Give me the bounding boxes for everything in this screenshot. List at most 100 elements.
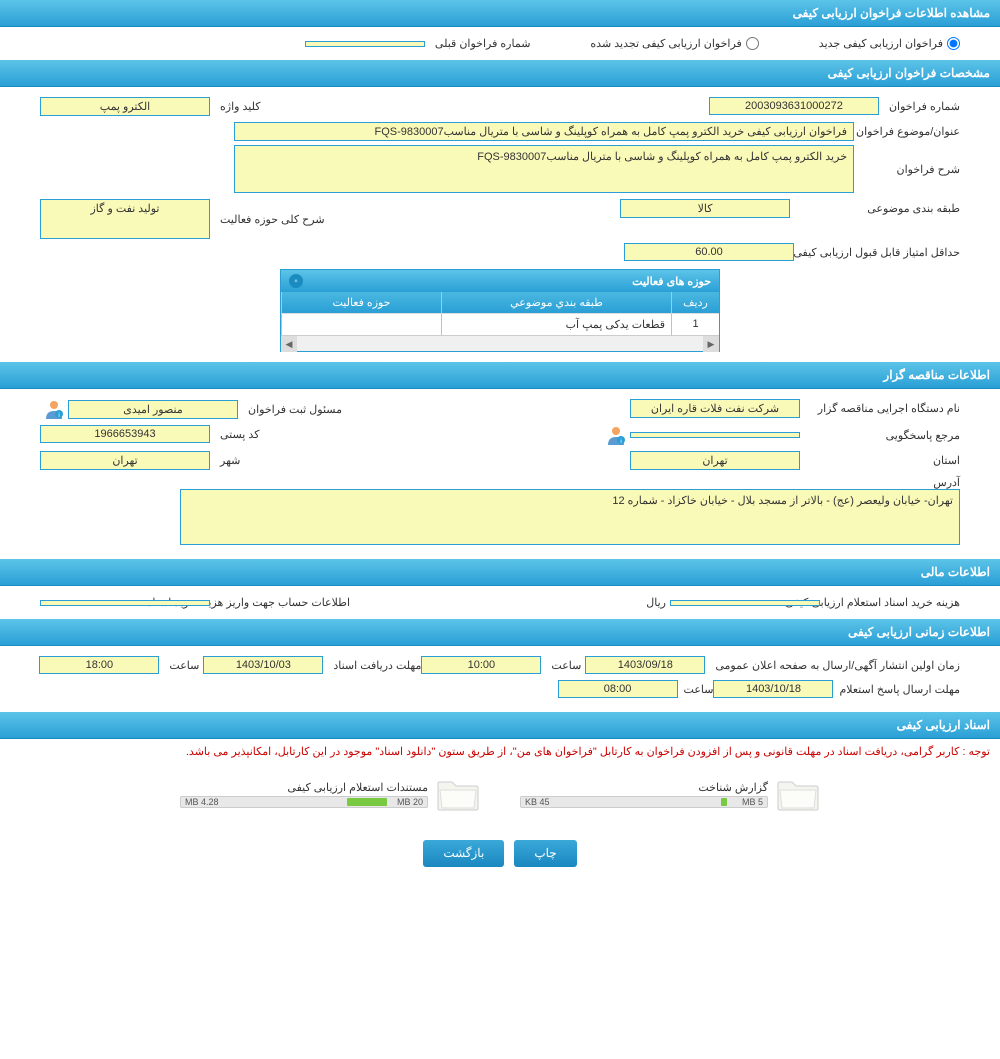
table-row: 1 قطعات یدکی پمپ آب [281,313,719,335]
call-type-radio-group: فراخوان ارزیابی کیفی جدید فراخوان ارزیاب… [40,37,960,50]
response-date-field: 1403/10/18 [713,680,833,698]
responder-label: مرجع پاسخگویی [810,429,960,442]
deadline-time-field: 18:00 [39,656,159,674]
keyword-field: الکترو پمپ [40,97,210,116]
timing-header: اطلاعات زمانی ارزیابی کیفی [0,619,1000,646]
row-idx: 1 [671,313,719,335]
scope-label: شرح کلی حوزه فعالیت [220,213,325,226]
file-max: 5 MB [742,797,763,807]
time-label: ساعت [551,659,581,672]
radio-renewed-label: فراخوان ارزیابی کیفی تجدید شده [590,37,741,50]
button-row: چاپ بازگشت [0,824,1000,883]
type-selection-body: فراخوان ارزیابی کیفی جدید فراخوان ارزیاب… [0,27,1000,60]
category-field: کالا [620,199,790,218]
radio-renewed[interactable]: فراخوان ارزیابی کیفی تجدید شده [590,37,758,50]
folder-icon [776,776,820,812]
category-label: طبقه بندی موضوعی [800,202,960,215]
postal-label: کد پستی [220,428,259,441]
file-card[interactable]: مستندات استعلام ارزیابی کیفی 20 MB 4.28 … [180,776,480,812]
tenderer-body: نام دستگاه اجرایی مناقصه گزار شرکت نفت ف… [0,389,1000,559]
print-button[interactable]: چاپ [514,840,576,867]
account-label: اطلاعات حساب جهت واریز هزینه خرید اسناد [220,596,350,609]
deadline-date-field: 1403/10/03 [203,656,323,674]
financial-body: هزینه خرید اسناد استعلام ارزیابی کیفی ری… [0,586,1000,619]
prev-number-field [305,41,425,47]
timing-body: زمان اولین انتشار آگهی/ارسال به صفحه اعل… [0,646,1000,712]
activity-thead: ردیف طبقه بندي موضوعي حوزه فعالیت [281,292,719,313]
file-max: 20 MB [397,797,423,807]
registrar-label: مسئول ثبت فراخوان [248,403,342,416]
publish-date-field: 1403/09/18 [585,656,705,674]
tenderer-header: اطلاعات مناقصه گزار [0,362,1000,389]
deadline-label: مهلت دریافت اسناد [333,659,421,672]
min-score-label: حداقل امتیاز قابل قبول ارزیابی کیفی [800,246,960,259]
prev-number-cell: شماره فراخوان قبلی [305,37,531,50]
prev-number-label: شماره فراخوان قبلی [435,37,531,50]
response-time-field: 08:00 [558,680,678,698]
activity-areas-table: حوزه های فعالیت ◦ ردیف طبقه بندي موضوعي … [280,269,720,352]
col-area-header: حوزه فعالیت [281,292,441,313]
person-icon[interactable]: i [44,399,64,419]
address-field: تهران- خیابان ولیعصر (عج) - بالاتر از مس… [180,489,960,545]
file-fill [347,798,387,806]
svg-text:i: i [620,439,621,445]
docs-notice: توجه : کاربر گرامی، دریافت اسناد در مهلت… [0,739,1000,764]
back-button[interactable]: بازگشت [423,840,504,867]
person-icon[interactable]: i [606,425,626,445]
province-field: تهران [630,451,800,470]
response-label: مهلت ارسال پاسخ استعلام [839,683,960,696]
org-field: شرکت نفت فلات قاره ایران [630,399,800,418]
org-label: نام دستگاه اجرایی مناقصه گزار [810,402,960,415]
publish-label: زمان اولین انتشار آگهی/ارسال به صفحه اعل… [715,659,960,672]
scroll-right-icon[interactable]: ▶ [703,336,719,352]
min-score-field: 60.00 [624,243,794,261]
activity-table-header: حوزه های فعالیت ◦ [281,270,719,292]
file-progress-bar: 20 MB 4.28 MB [180,796,428,808]
scope-field: تولید نفت و گاز [40,199,210,239]
table-scrollbar[interactable]: ▶ ◀ [281,335,719,351]
account-field [40,600,210,606]
activity-title: حوزه های فعالیت [632,275,711,288]
radio-renewed-input[interactable] [746,37,759,50]
file-size: 4.28 MB [185,797,219,807]
docs-header: اسناد ارزیابی کیفی [0,712,1000,739]
responder-field [630,432,800,438]
city-label: شهر [220,454,240,467]
city-field: تهران [40,451,210,470]
postal-field: 1966653943 [40,425,210,443]
address-label: آدرس [810,476,960,489]
radio-new-input[interactable] [947,37,960,50]
spec-body: شماره فراخوان 2003093631000272 کلید واژه… [0,87,1000,362]
col-idx-header: ردیف [671,292,719,313]
spec-header: مشخصات فراخوان ارزیابی کیفی [0,60,1000,87]
doc-fee-label: هزینه خرید اسناد استعلام ارزیابی کیفی [830,596,960,609]
col-cat-header: طبقه بندي موضوعي [441,292,671,313]
publish-time-field: 10:00 [421,656,541,674]
time-label: ساعت [684,683,714,696]
view-info-header: مشاهده اطلاعات فراخوان ارزیابی کیفی [0,0,1000,27]
row-area [281,313,441,335]
subject-label: عنوان/موضوع فراخوان [860,125,960,138]
file-size: 45 KB [525,797,550,807]
file-card[interactable]: گزارش شناخت 5 MB 45 KB [520,776,820,812]
file-title: مستندات استعلام ارزیابی کیفی [180,781,428,794]
scroll-left-icon[interactable]: ◀ [281,336,297,352]
radio-new[interactable]: فراخوان ارزیابی کیفی جدید [819,37,960,50]
row-cat: قطعات یدکی پمپ آب [441,313,671,335]
subject-field: فراخوان ارزیابی کیفی خرید الکترو پمپ کام… [234,122,854,141]
unit-label: ریال [646,596,666,609]
call-number-label: شماره فراخوان [889,100,960,113]
doc-fee-field [670,600,820,606]
svg-text:i: i [58,413,59,419]
file-title: گزارش شناخت [520,781,768,794]
province-label: استان [810,454,960,467]
file-list: گزارش شناخت 5 MB 45 KB مستندات استعلام ا… [0,776,1000,812]
financial-header: اطلاعات مالی [0,559,1000,586]
folder-icon [436,776,480,812]
desc-label: شرح فراخوان [860,163,960,176]
collapse-icon[interactable]: ◦ [289,274,303,288]
keyword-label: کلید واژه [220,100,260,113]
time-label: ساعت [169,659,199,672]
file-progress-bar: 5 MB 45 KB [520,796,768,808]
file-fill [721,798,727,806]
